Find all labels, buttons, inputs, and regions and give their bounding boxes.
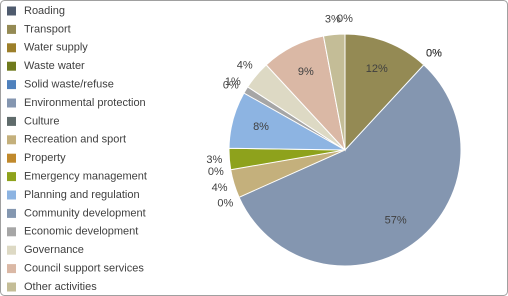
legend-swatch	[7, 190, 16, 200]
legend-swatch	[7, 172, 16, 182]
data-label: 0%	[426, 48, 442, 60]
data-label: 4%	[212, 182, 228, 194]
legend-label: Roading	[24, 5, 65, 17]
legend-label: Emergency management	[24, 171, 147, 183]
pie-slice	[322, 33, 346, 151]
legend-swatch	[7, 43, 16, 53]
data-label: 1%	[225, 76, 241, 88]
legend-swatch	[7, 80, 16, 90]
legend-swatch	[7, 245, 16, 255]
data-label: 0%	[208, 166, 224, 178]
legend-label: Environmental protection	[24, 97, 146, 109]
legend-label: Planning and regulation	[24, 189, 140, 201]
legend-label: Property	[24, 152, 66, 164]
data-label: 9%	[298, 66, 314, 78]
legend-label: Other activities	[24, 281, 97, 293]
data-label: 0%	[426, 48, 442, 60]
legend-swatch	[7, 208, 16, 218]
data-label: 3%	[206, 154, 222, 166]
legend-swatch	[7, 227, 16, 237]
data-label: 57%	[385, 215, 407, 227]
legend-label: Transport	[24, 23, 71, 35]
legend-label: Council support services	[24, 263, 144, 275]
legend-label: Culture	[24, 115, 59, 127]
legend-swatch	[7, 6, 16, 16]
data-label: 0%	[337, 13, 353, 25]
legend-swatch	[7, 116, 16, 126]
legend-label: Community development	[24, 207, 146, 219]
data-label: 3%	[325, 13, 341, 25]
legend-swatch	[7, 264, 16, 274]
data-label: 4%	[237, 59, 253, 71]
legend-swatch	[7, 24, 16, 34]
legend-label: Governance	[24, 244, 84, 256]
data-label: 8%	[253, 121, 269, 133]
data-label: 12%	[366, 63, 388, 75]
data-label: 0%	[217, 197, 233, 209]
legend-label: Waste water	[24, 60, 85, 72]
pie-slice	[344, 33, 425, 152]
legend-swatch	[7, 282, 16, 292]
legend-label: Water supply	[24, 42, 88, 54]
pie-slice	[238, 64, 462, 267]
legend-label: Economic development	[24, 226, 138, 238]
legend-label: Solid waste/refuse	[24, 79, 114, 91]
legend-label: Recreation and sport	[24, 134, 126, 146]
data-label: 0%	[223, 80, 239, 92]
data-label: 0%	[426, 48, 442, 60]
legend-swatch	[7, 98, 16, 108]
legend-swatch	[7, 61, 16, 71]
legend-swatch	[7, 153, 16, 163]
legend-swatch	[7, 135, 16, 145]
